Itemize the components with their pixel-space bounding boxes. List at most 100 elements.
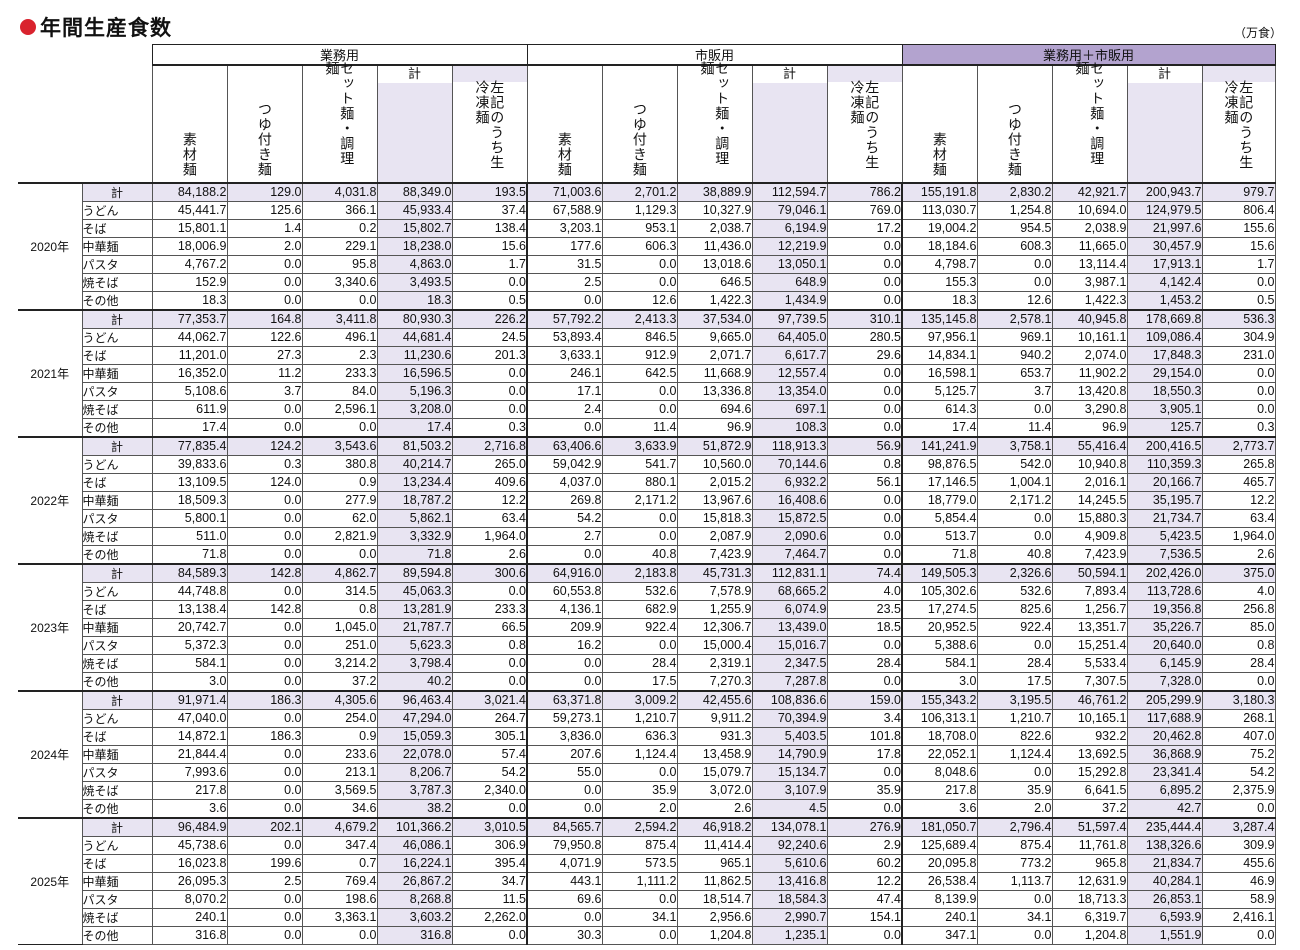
row-label: 焼そば [81,400,153,419]
column-header-set: セット麺・調理麺 [301,61,378,184]
table-cell: 59,273.1 [526,709,603,728]
table-cell: 0.9 [301,473,378,492]
table-cell: 3,021.4 [451,690,528,710]
table-cell: 2.5 [226,872,303,891]
table-cell: 81,503.2 [376,436,453,456]
table-cell: 138.4 [451,219,528,238]
table-cell: 44,062.7 [151,328,228,347]
table-cell: 769.4 [301,872,378,891]
table-cell: 3,905.1 [1126,400,1203,419]
table-cell: 16,352.0 [151,364,228,383]
table-cell: 178,669.8 [1126,309,1203,329]
table-cell: 1,422.3 [1051,291,1128,311]
table-cell: 0.0 [226,418,303,438]
table-cell: 1,129.3 [601,201,678,220]
row-label: 計 [81,436,153,456]
column-header-label: 素材麺 [181,132,198,177]
table-cell: 56.9 [826,436,903,456]
table-cell: 846.5 [601,328,678,347]
table-cell: 51,597.4 [1051,817,1128,837]
table-cell: 54.2 [451,763,528,782]
table-cell: 8,206.7 [376,763,453,782]
kei-label: 計 [752,66,827,83]
table-cell: 4,136.1 [526,600,603,619]
table-cell: 15,880.3 [1051,509,1128,528]
row-label: パスタ [81,509,153,528]
table-row: パスタ 8,070.2 0.0 198.6 8,268.8 11.5 69.6 0.0 18,5… [18,890,1276,909]
table-cell: 8,268.8 [376,890,453,909]
table-cell: 0.0 [451,926,528,945]
table-cell: 2.9 [826,836,903,855]
table-cell: 57,792.2 [526,309,603,329]
table-cell: 29.6 [826,346,903,365]
table-cell: 4.0 [826,582,903,601]
group-header-shihan: 市販用 [526,44,903,66]
table-cell: 1,551.9 [1126,926,1203,945]
table-cell: 18.3 [901,291,978,311]
table-cell: 108.3 [751,418,828,438]
table-cell: 125.7 [1126,418,1203,438]
table-cell: 16,224.1 [376,854,453,873]
table-cell: 217.8 [151,781,228,800]
table-cell: 0.0 [301,926,378,945]
table-cell: 3,290.8 [1051,400,1128,419]
column-header-set: セット麺・調理麺 [676,61,753,184]
table-cell: 35.9 [826,781,903,800]
table-cell: 112,831.1 [751,563,828,583]
row-label: その他 [81,926,153,945]
table-cell: 34.7 [451,872,528,891]
table-row: その他 316.8 0.0 0.0 316.8 0.0 30.3 0.0 1,204.8 1,23… [18,926,1276,945]
table-cell: 0.0 [226,890,303,909]
table-cell: 0.0 [1201,382,1276,401]
table-cell: 2,773.7 [1201,436,1276,456]
table-row: その他 3.0 0.0 37.2 40.2 0.0 0.0 17.5 7,270.3 7,287.… [18,672,1276,692]
table-cell: 3,543.6 [301,436,378,456]
table-cell: 14,834.1 [901,346,978,365]
table-cell: 5,610.6 [751,854,828,873]
table-cell: 22,078.0 [376,745,453,764]
table-cell: 240.1 [901,908,978,927]
table-cell: 380.8 [301,455,378,474]
table-cell: 106,313.1 [901,709,978,728]
table-cell: 246.1 [526,364,603,383]
table-cell: 63.4 [1201,509,1276,528]
table-cell: 265.0 [451,455,528,474]
table-cell: 12,557.4 [751,364,828,383]
table-cell: 0.0 [526,799,603,819]
table-cell: 8,070.2 [151,890,228,909]
table-cell: 18.5 [826,618,903,637]
table-cell: 922.4 [976,618,1053,637]
table-cell: 42,455.6 [676,690,753,710]
table-cell: 5,862.1 [376,509,453,528]
table-cell: 2,596.1 [301,400,378,419]
table-row: 焼そば 584.1 0.0 3,214.2 3,798.4 0.0 0.0 28.4 2,319… [18,654,1276,673]
table-cell: 7,328.0 [1126,672,1203,692]
row-label: うどん [81,201,153,220]
table-cell: 2,171.2 [976,491,1053,510]
table-cell: 6,641.5 [1051,781,1128,800]
table-cell: 11,436.0 [676,237,753,256]
table-cell: 912.9 [601,346,678,365]
table-cell: 20,742.7 [151,618,228,637]
table-cell: 3,363.1 [301,908,378,927]
row-label: うどん [81,328,153,347]
table-cell: 54.2 [1201,763,1276,782]
table-cell: 231.0 [1201,346,1276,365]
column-header-label: つゆ付き麺 [631,102,648,177]
table-cell: 45,063.3 [376,582,453,601]
table-cell: 1,434.9 [751,291,828,311]
table-cell: 77,353.7 [151,309,228,329]
table-cell: 5,403.5 [751,727,828,746]
table-cell: 277.9 [301,491,378,510]
row-label: その他 [81,672,153,692]
year-label: 2021年 [18,309,82,438]
table-cell: 4,862.7 [301,563,378,583]
table-cell: 347.4 [301,836,378,855]
table-cell: 646.5 [676,273,753,292]
row-label: 中華麺 [81,872,153,891]
table-cell: 108,836.6 [751,690,828,710]
table-cell: 9,665.0 [676,328,753,347]
table-cell: 193.5 [451,182,528,202]
table-cell: 0.0 [226,763,303,782]
table-cell: 10,560.0 [676,455,753,474]
